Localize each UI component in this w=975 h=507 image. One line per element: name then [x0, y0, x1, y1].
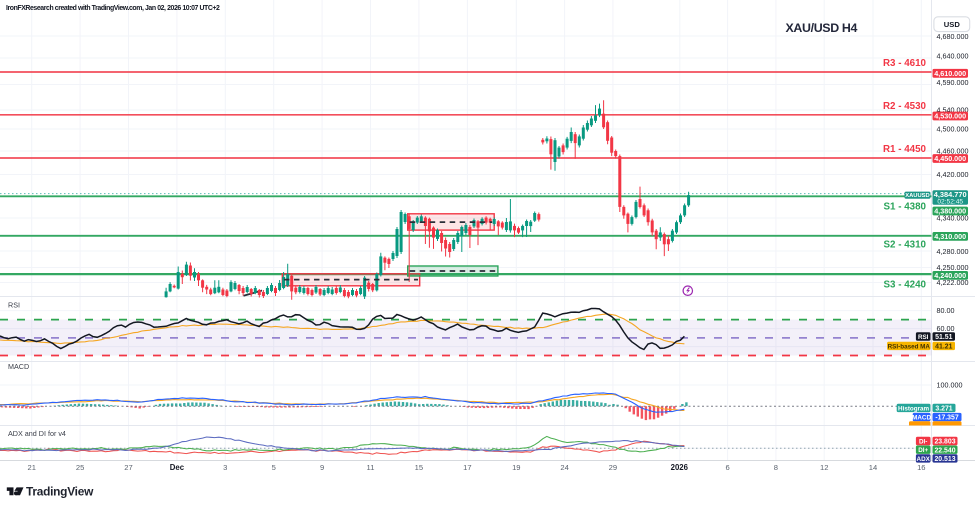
svg-text:3: 3 [223, 463, 227, 472]
svg-text:25: 25 [76, 463, 84, 472]
svg-text:4,460.000: 4,460.000 [937, 147, 969, 156]
svg-text:4,640.000: 4,640.000 [937, 52, 969, 61]
svg-text:23.803: 23.803 [934, 439, 955, 446]
svg-text:51.51: 51.51 [935, 334, 952, 341]
svg-text:IronFXResearch created with Tr: IronFXResearch created with TradingView.… [6, 5, 220, 12]
svg-text:S2 - 4310: S2 - 4310 [884, 240, 927, 251]
svg-text:DI+: DI+ [918, 447, 928, 454]
svg-text:XAU/USD H4: XAU/USD H4 [786, 21, 858, 35]
svg-text:Dec: Dec [170, 463, 185, 472]
svg-text:4,610.000: 4,610.000 [934, 69, 966, 78]
svg-text:RSI: RSI [918, 334, 929, 341]
svg-text:2026: 2026 [671, 463, 689, 472]
svg-text:4,340.000: 4,340.000 [937, 214, 969, 223]
svg-text:S1 - 4380: S1 - 4380 [884, 201, 927, 212]
svg-text:4,380.000: 4,380.000 [934, 207, 966, 216]
svg-text:80.00: 80.00 [937, 306, 955, 315]
svg-text:4,250.000: 4,250.000 [937, 263, 969, 272]
svg-text:11: 11 [367, 463, 375, 472]
svg-text:8: 8 [774, 463, 778, 472]
svg-text:ADX: ADX [917, 456, 931, 463]
svg-text:R3 - 4610: R3 - 4610 [883, 58, 927, 69]
svg-text:41.21: 41.21 [935, 344, 952, 351]
svg-text:MACD: MACD [8, 362, 29, 371]
svg-text:6: 6 [725, 463, 729, 472]
svg-text:4,590.000: 4,590.000 [937, 78, 969, 87]
svg-text:20.513: 20.513 [934, 456, 955, 463]
svg-text:MACD: MACD [912, 415, 931, 422]
svg-text:4,500.000: 4,500.000 [937, 124, 969, 133]
svg-text:22.540: 22.540 [934, 447, 955, 454]
svg-text:USD: USD [944, 20, 961, 29]
svg-text:9: 9 [320, 463, 324, 472]
svg-text:60.00: 60.00 [937, 324, 955, 333]
svg-text:DI-: DI- [919, 438, 927, 445]
svg-text:17: 17 [463, 463, 471, 472]
svg-text:ADX and DI for v4: ADX and DI for v4 [8, 429, 66, 438]
svg-text:02:52:45: 02:52:45 [937, 199, 963, 206]
svg-text:R1 - 4450: R1 - 4450 [883, 144, 927, 155]
svg-text:-17.357: -17.357 [935, 415, 959, 422]
svg-text:4,530.000: 4,530.000 [934, 112, 966, 121]
svg-text:4,222.000: 4,222.000 [937, 278, 969, 287]
svg-text:21: 21 [27, 463, 35, 472]
svg-text:100.000: 100.000 [937, 381, 963, 390]
svg-text:4,420.000: 4,420.000 [937, 170, 969, 179]
svg-text:3.271: 3.271 [935, 406, 952, 413]
svg-text:4,540.000: 4,540.000 [937, 105, 969, 114]
svg-text:4,680.000: 4,680.000 [937, 32, 969, 41]
svg-text:RSI-based MA: RSI-based MA [888, 343, 931, 350]
svg-text:16: 16 [917, 463, 925, 472]
svg-text:27: 27 [124, 463, 132, 472]
svg-text:R2 - 4530: R2 - 4530 [883, 101, 927, 112]
svg-text:5: 5 [272, 463, 276, 472]
svg-text:12: 12 [820, 463, 828, 472]
svg-text:4,384.770: 4,384.770 [934, 190, 967, 199]
svg-text:14: 14 [869, 463, 877, 472]
svg-text:4,310.000: 4,310.000 [934, 232, 966, 241]
svg-text:RSI: RSI [8, 301, 20, 310]
svg-text:15: 15 [415, 463, 423, 472]
svg-text:29: 29 [609, 463, 617, 472]
svg-text:S3 - 4240: S3 - 4240 [884, 280, 927, 291]
svg-text:4,450.000: 4,450.000 [934, 154, 966, 163]
svg-text:XAUUSD: XAUUSD [905, 193, 929, 199]
svg-text:24: 24 [560, 463, 568, 472]
svg-text:4,240.000: 4,240.000 [934, 271, 966, 280]
svg-text:TradingView: TradingView [26, 485, 94, 499]
svg-text:19: 19 [512, 463, 520, 472]
svg-text:4,280.000: 4,280.000 [937, 247, 969, 256]
svg-text:Histogram: Histogram [898, 405, 930, 412]
